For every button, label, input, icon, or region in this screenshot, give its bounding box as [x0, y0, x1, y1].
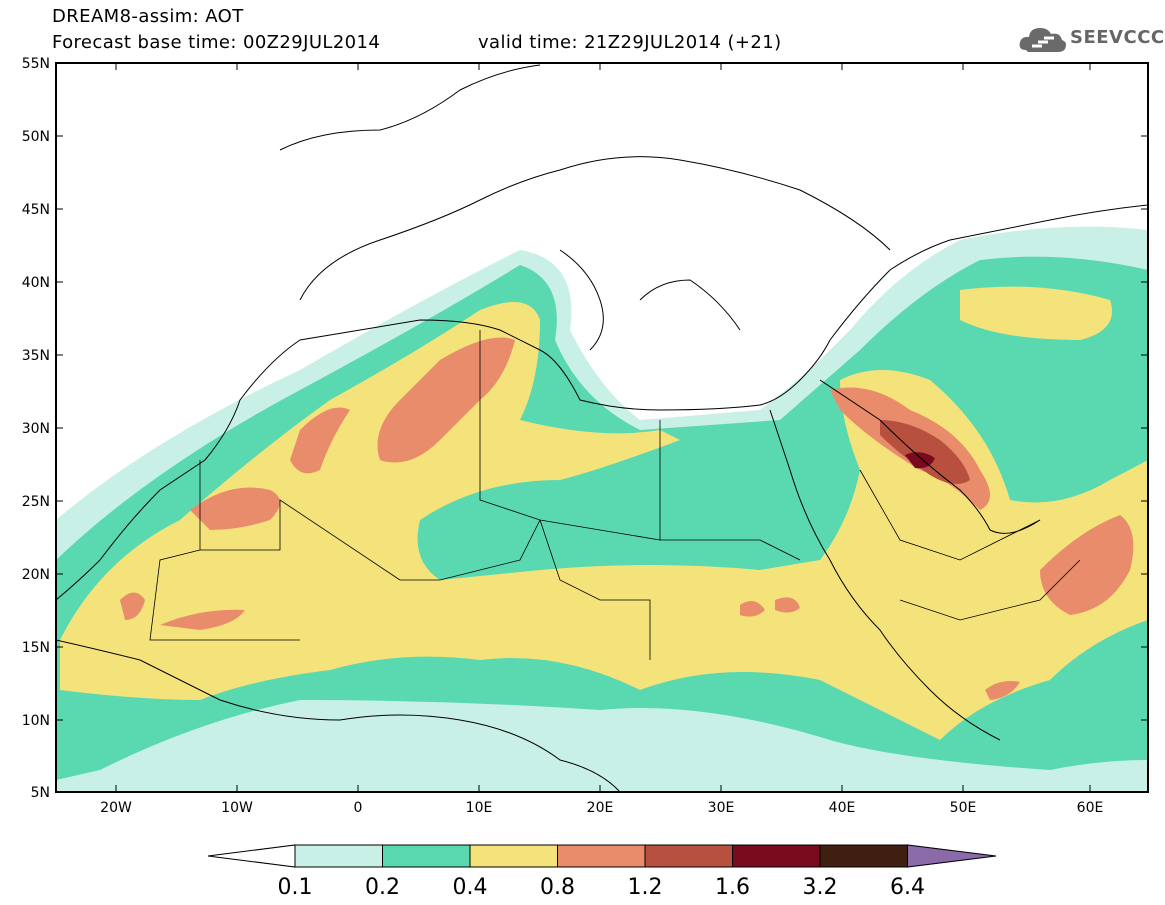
- lat-label: 10N: [22, 713, 50, 729]
- lat-label: 25N: [22, 494, 50, 510]
- cloud-logo-icon: [1019, 28, 1066, 52]
- lat-label: 15N: [22, 640, 50, 656]
- lat-label: 40N: [22, 275, 50, 291]
- colorbar-label: 6.4: [890, 875, 925, 900]
- lon-label: 20E: [587, 800, 614, 816]
- lat-label: 50N: [22, 129, 50, 145]
- lon-label: 10E: [466, 800, 493, 816]
- lon-label: 0: [354, 800, 363, 816]
- axis-ticks: [56, 62, 1148, 793]
- colorbar-segment: [732, 844, 821, 868]
- lat-label: 35N: [22, 348, 50, 364]
- lon-label: 50E: [950, 800, 977, 816]
- colorbar-segment: [557, 844, 646, 868]
- seevccc-logo: SEEVCCC: [1018, 22, 1164, 58]
- aot-band-1-2: [880, 420, 970, 484]
- lat-label: 5N: [31, 785, 50, 801]
- lon-label: 10W: [221, 800, 253, 816]
- lon-label: 60E: [1077, 800, 1104, 816]
- colorbar-label: 0.8: [540, 875, 575, 900]
- coastlines: [56, 64, 1148, 792]
- lon-label: 20W: [100, 800, 132, 816]
- colorbar-label: 1.2: [628, 875, 663, 900]
- colorbar-label: 0.2: [365, 875, 400, 900]
- colorbar: 0.1 0.2 0.4 0.8 1.2 1.6 3.2 6.4: [207, 844, 997, 900]
- colorbar-segment: [382, 844, 471, 868]
- map-title: DREAM8-assim: AOT: [52, 6, 244, 27]
- colorbar-low-arrow: [207, 844, 296, 868]
- lon-label: 40E: [829, 800, 856, 816]
- colorbar-segment: [819, 844, 908, 868]
- colorbar-segment: [644, 844, 733, 868]
- lat-label: 20N: [22, 567, 50, 583]
- logo-text: SEEVCCC: [1070, 27, 1165, 48]
- country-borders: [149, 330, 1081, 660]
- colorbar-high-arrow: [907, 844, 997, 868]
- colorbar-label: 0.1: [278, 875, 313, 900]
- colorbar-label: 3.2: [803, 875, 838, 900]
- valid-time: valid time: 21Z29JUL2014 (+21): [478, 32, 782, 53]
- colorbar-label: 0.4: [453, 875, 488, 900]
- colorbar-segment: [294, 844, 383, 868]
- colorbar-segment: [469, 844, 558, 868]
- lon-label: 30E: [708, 800, 735, 816]
- lat-label: 55N: [22, 56, 50, 72]
- lat-label: 30N: [22, 421, 50, 437]
- longitude-labels: 20W 10W 0 10E 20E 30E 40E 50E 60E: [100, 800, 1103, 816]
- forecast-base-time: Forecast base time: 00Z29JUL2014: [52, 32, 381, 53]
- colorbar-label: 1.6: [715, 875, 750, 900]
- lat-label: 45N: [22, 202, 50, 218]
- latitude-labels: 55N 50N 45N 40N 35N 30N 25N 20N 15N 10N 5N: [22, 56, 50, 801]
- aot-field: [56, 63, 1148, 792]
